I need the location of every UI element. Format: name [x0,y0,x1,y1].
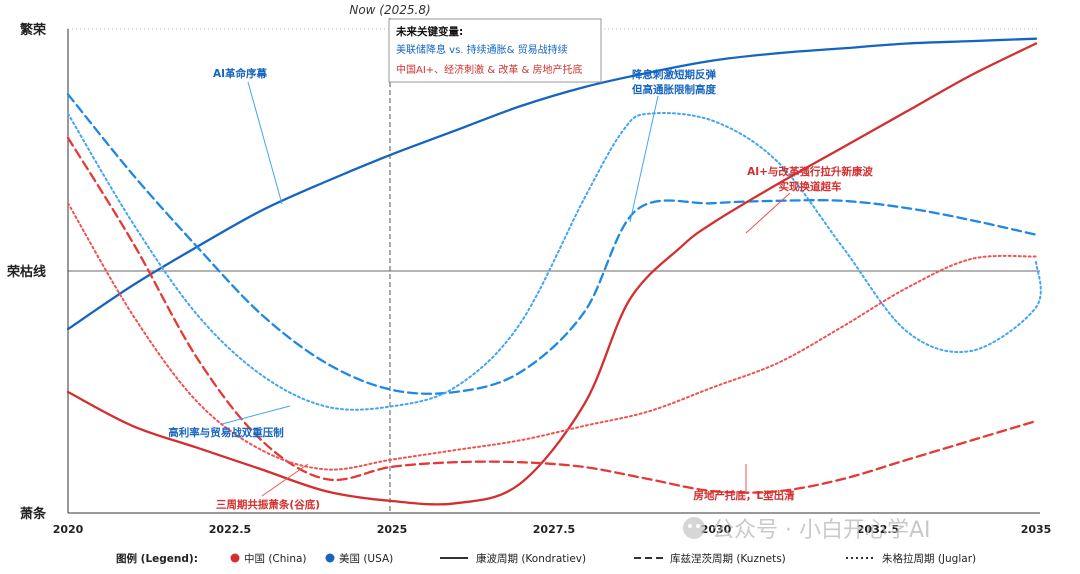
legend: 图例 (Legend): 中国 (China) 美国 (USA) 康波周期 (K… [116,552,976,565]
x-tick-label: 2035 [1021,523,1052,536]
watermark: 公众号 · 小白开心学AI [683,517,931,543]
y-tick-boom-bust: 荣枯线 [6,264,46,280]
x-tick-label: 2027.5 [533,523,575,536]
x-tick-label: 2022.5 [209,523,251,536]
annotation-pointer [221,405,291,425]
series-1-dashed-line [66,93,1038,395]
legend-kondratiev: 康波周期 (Kondratiev) [476,552,586,565]
key-box-title: 未来关键变量: [395,25,463,38]
series-3-solid-line [66,42,1038,506]
annotation-pointer [745,192,791,234]
legend-juglar: 朱格拉周期 (Juglar) [882,552,976,565]
annotation-us-rebound-2: 但高通胀限制高度 [631,83,716,96]
y-tick-depression: 萧条 [20,506,47,522]
legend-title: 图例 (Legend): [116,552,198,565]
legend-china-marker [230,553,240,563]
series-layer [66,37,1042,506]
key-variables-box: 未来关键变量: 美联储降息 vs. 持续通胀& 贸易战持续 中国AI+、经济刺激… [388,18,602,83]
annotation-pointer [261,463,309,497]
annotation-cn-property: 房地产托底，L型出清 [693,489,795,502]
x-tick-label: 2030 [701,523,732,536]
annotation-pointer [629,95,659,223]
x-tick-label: 2025 [377,523,408,536]
legend-usa: 美国 (USA) [339,552,393,565]
series-0-solid-line [66,37,1038,331]
annotation-us-pressure: 高利率与贸易战双重压制 [168,426,284,439]
legend-usa-marker [325,553,335,563]
y-tick-prosperity: 繁荣 [20,22,47,38]
annotation-cn-trough: 三周期共振萧条(谷底) [216,498,320,511]
legend-kuznets: 库兹涅茨周期 (Kuznets) [670,552,786,565]
x-tick-labels: 2020 2022.5 2025 2027.5 2030 2032.5 2035 [53,523,1052,536]
annotation-pointer [247,81,283,205]
series-4-dashed-line [66,136,1038,494]
key-box-cn-line: 中国AI+、经济刺激 & 改革 & 房地产托底 [396,63,582,76]
series-2-dotted-line [67,112,1042,411]
annotation-cn-reform-1: AI+与改革强行拉升新康波 [747,165,873,178]
x-tick-label: 2020 [53,523,84,536]
legend-china: 中国 (China) [244,552,307,565]
x-tick-label: 2032.5 [857,523,899,536]
series-5-dotted-line [67,202,1037,471]
annotation-us-ai: AI革命序幕 [213,67,268,80]
watermark-text: 公众号 · 小白开心学AI [712,518,931,543]
key-box-us-line: 美联储降息 vs. 持续通胀& 贸易战持续 [396,43,568,56]
now-label: Now (2025.8) [349,3,430,17]
annotation-us-rebound-1: 降息刺激短期反弹 [632,68,716,81]
annotation-cn-reform-2: 实现换道超车 [779,180,842,193]
